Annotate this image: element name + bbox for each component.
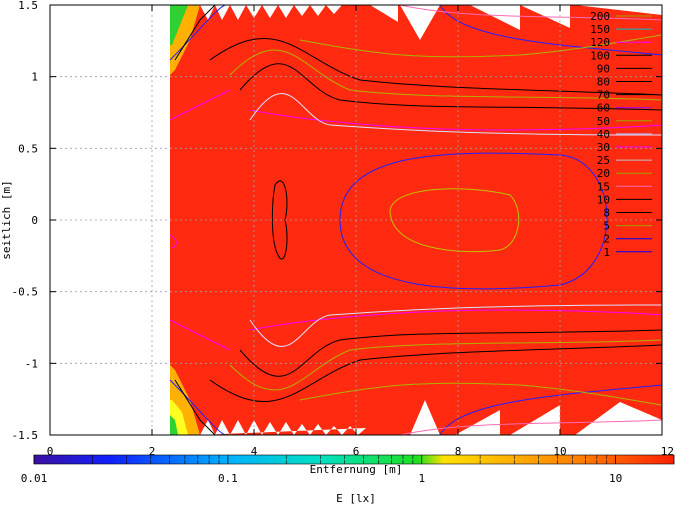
legend-entry-label: 120	[590, 36, 610, 49]
contour-olive-inner	[389, 188, 520, 253]
x-tick-label: 4	[251, 445, 258, 458]
contour-blue-outer	[339, 152, 608, 290]
legend-entry-label: 1	[603, 246, 610, 259]
contour-black-left	[174, 5, 216, 435]
contour-olive-1	[229, 49, 662, 391]
y-tick-label: -0.5	[12, 286, 39, 299]
y-tick-label: -1	[25, 357, 38, 370]
y-axis-ticks: 1.5 1 0.5 0 -0.5 -1 -1.5	[12, 0, 662, 442]
contour-pink-top	[399, 5, 662, 435]
y-tick-label: 0.5	[18, 142, 38, 155]
legend-entry-label: 25	[597, 154, 610, 167]
y-axis-label: seitlich [m]	[0, 180, 13, 259]
grid-lines	[50, 5, 662, 435]
legend-entry-label: 15	[597, 180, 610, 193]
legend-entry-label: 80	[597, 76, 610, 89]
legend-entry-label: 100	[590, 49, 610, 62]
contour-black-center	[271, 180, 288, 260]
x-axis-label: Entfernung [m]	[310, 463, 403, 476]
x-tick-label: 2	[149, 445, 156, 458]
contour-black-1	[239, 63, 662, 377]
legend-entry-label: 30	[597, 141, 610, 154]
colorbar-tick-label: 1	[418, 472, 425, 485]
legend-entry-label: 40	[597, 128, 610, 141]
contour-olive-top	[299, 34, 662, 406]
x-tick-label: 8	[455, 445, 462, 458]
colorbar-ticks: 0.01 0.1 1 10	[21, 455, 675, 485]
top-left-green	[170, 5, 188, 45]
legend-entry-label: 50	[597, 115, 610, 128]
y-tick-label: -1.5	[12, 429, 39, 442]
y-tick-label: 1	[31, 71, 38, 84]
top-edge-notches	[200, 5, 662, 40]
bottom-edge-notches	[200, 400, 662, 435]
contour-white-1	[249, 93, 662, 347]
x-tick-label: 0	[47, 445, 54, 458]
legend-entry-label: 90	[597, 62, 610, 75]
legend-entry-label: 70	[597, 89, 610, 102]
colorbar-tick-label: 0.1	[218, 472, 238, 485]
colorbar-label: E [lx]	[336, 492, 376, 505]
colorbar-tick-label: 0.01	[21, 472, 48, 485]
contour-pink-1	[249, 109, 662, 331]
contour-blue-bottom	[169, 379, 662, 435]
y-tick-label: 1.5	[18, 0, 38, 12]
legend-entry-label: 2	[603, 233, 610, 246]
contour-black-2	[209, 38, 662, 402]
x-tick-label: 6	[353, 445, 360, 458]
legend-entry-label: 150	[590, 23, 610, 36]
legend-entry-label: 20	[597, 167, 610, 180]
legend-entry-label: 5	[603, 220, 610, 233]
legend-entry-label: 8	[603, 207, 610, 220]
contour-blue-top	[169, 5, 662, 61]
bottom-left-green	[170, 415, 178, 435]
y-tick-label: 0	[31, 214, 38, 227]
contour-pink-left	[169, 89, 231, 351]
colorbar-tick-label: 10	[609, 472, 622, 485]
contour-lines	[169, 5, 662, 435]
legend-entry-label: 200	[590, 10, 610, 23]
legend-entry-label: 60	[597, 102, 610, 115]
legend-entry-label: 10	[597, 193, 610, 206]
